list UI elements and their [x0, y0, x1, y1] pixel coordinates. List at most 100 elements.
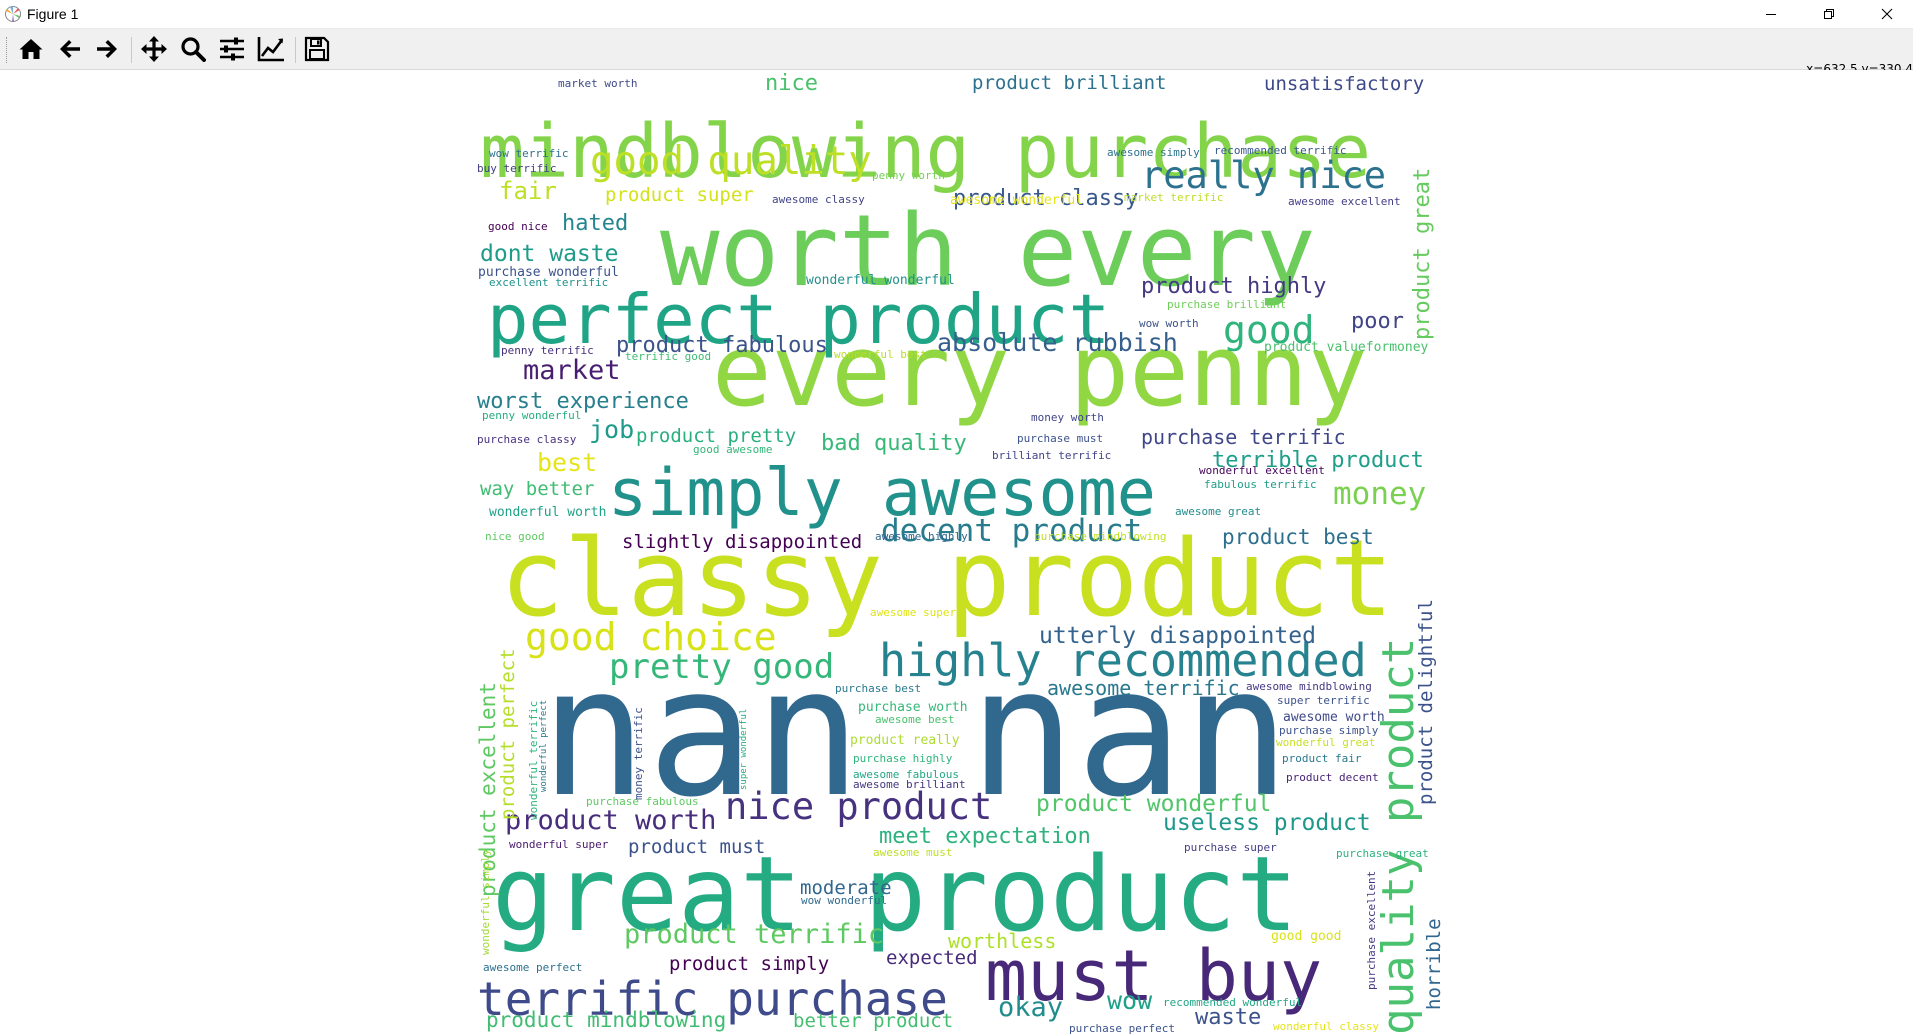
cloud-word: worst experience: [477, 389, 689, 414]
cloud-word: product fair: [1282, 752, 1362, 765]
cloud-word: classy product: [500, 517, 1393, 640]
cloud-word: money: [1333, 476, 1426, 512]
cloud-word: wonderful terrific: [527, 701, 540, 820]
cloud-word: wonderful wonderful: [806, 273, 955, 288]
matplotlib-logo-icon: [5, 6, 21, 22]
cloud-word: awesome classy: [772, 193, 865, 206]
cloud-word: money terrific: [632, 707, 645, 800]
cloud-word: purchase classy: [477, 433, 577, 446]
cloud-word: wonderful best: [834, 348, 927, 361]
subplots-button[interactable]: [215, 33, 249, 65]
window-title: Figure 1: [27, 6, 79, 22]
cloud-word: job: [589, 415, 634, 444]
cloud-word: fair: [499, 177, 557, 205]
cloud-word: product great: [1410, 168, 1435, 340]
cloud-word: purchase terrific: [1141, 425, 1346, 449]
cloud-word: awesome fabulous: [853, 768, 959, 781]
cloud-word: nice good: [485, 530, 545, 543]
figure-canvas[interactable]: nan nan classy product great product every …: [0, 70, 1913, 1034]
toolbar-grip: [6, 37, 9, 63]
cloud-word: purchase brilliant: [1167, 298, 1286, 311]
cloud-word: quality product: [1373, 638, 1424, 1034]
home-button[interactable]: [14, 33, 48, 65]
cloud-word: product perfect: [497, 648, 519, 820]
axes-edit-button[interactable]: [254, 33, 288, 65]
cloud-word: awesome great: [1175, 505, 1261, 518]
cloud-word: okay: [998, 992, 1063, 1023]
title-bar: Figure 1: [0, 0, 1913, 29]
cloud-word: good: [1223, 308, 1315, 352]
cloud-word: market: [523, 355, 621, 386]
cloud-word: awesome best: [875, 713, 954, 726]
cloud-word: penny worth: [872, 169, 945, 182]
cloud-word: product super: [605, 184, 754, 206]
cloud-word: dont waste: [480, 241, 618, 267]
save-button[interactable]: [300, 33, 334, 65]
cloud-word: market worth: [558, 77, 637, 90]
cloud-word: best: [537, 448, 597, 477]
cloud-word: product delightful: [1415, 599, 1437, 805]
cloud-word: terrible product: [1212, 448, 1424, 473]
cloud-word: recommended terrific: [1214, 144, 1346, 157]
cloud-word: waste: [1195, 1005, 1261, 1030]
restore-icon: [1824, 9, 1834, 19]
cloud-word: purchase great: [1336, 847, 1429, 860]
cloud-word: product pretty: [636, 425, 796, 447]
cloud-word: awesome perfect: [483, 961, 582, 974]
cloud-word: mindblowing purchase: [480, 109, 1371, 195]
zoom-button[interactable]: [176, 33, 210, 65]
cloud-word: awesome worth: [1283, 710, 1385, 725]
restore-button[interactable]: [1803, 0, 1855, 28]
cloud-word: utterly disappointed: [1039, 623, 1316, 649]
cloud-word: wow wonderful: [801, 894, 887, 907]
cloud-word: product really: [850, 733, 960, 748]
cloud-word: wonderful perfect: [539, 700, 549, 792]
cloud-word: wonderful worth: [489, 505, 606, 520]
cloud-word: purchase highly: [853, 752, 953, 765]
cloud-word: purchase must: [1017, 432, 1103, 445]
cloud-word: product classy: [953, 186, 1138, 211]
cloud-word: highly recommended: [879, 634, 1367, 687]
cloud-word: way better: [480, 478, 594, 500]
cloud-word: good choice: [525, 615, 777, 659]
cloud-word: penny terrific: [501, 344, 594, 357]
cloud-word: slightly disappointed: [622, 531, 862, 553]
cloud-word: awesome excellent: [1288, 195, 1401, 208]
close-icon: [1881, 8, 1893, 20]
cloud-word: awesome super: [870, 606, 956, 619]
cloud-word: purchase simply: [1279, 724, 1379, 737]
cloud-word: useless product: [1163, 810, 1371, 836]
cloud-word: wonderful great: [1276, 736, 1375, 749]
cloud-word: nice product: [725, 785, 992, 828]
pan-button[interactable]: [137, 33, 171, 65]
move-icon: [141, 36, 167, 62]
chart-line-icon: [257, 37, 284, 62]
cloud-word: simply awesome: [608, 456, 1156, 531]
minimize-button[interactable]: [1745, 0, 1797, 28]
cloud-word: purchase super: [1184, 841, 1277, 854]
cloud-word: super terrific: [1277, 694, 1370, 707]
floppy-disk-icon: [304, 36, 330, 62]
cloud-word: product best: [1222, 525, 1374, 549]
cloud-word: perfect product: [487, 280, 1110, 360]
cloud-word: wow: [1107, 986, 1153, 1015]
cloud-word: pretty good: [609, 647, 834, 687]
cloud-word: good nice: [488, 220, 548, 233]
back-button[interactable]: [53, 33, 87, 65]
forward-button[interactable]: [90, 33, 124, 65]
cloud-word: nice: [765, 71, 818, 96]
cloud-word: awesome wonderful: [950, 193, 1083, 208]
cloud-word: hated: [562, 211, 628, 236]
cloud-word: good quality: [590, 139, 872, 184]
cloud-word: terrific good: [625, 350, 711, 363]
cloud-word: purchase wonderful: [478, 265, 619, 280]
cloud-word: product valueformoney: [1264, 340, 1429, 355]
close-button[interactable]: [1861, 0, 1913, 28]
cloud-word: nan nan: [540, 629, 1290, 836]
cloud-word: product highly: [1141, 274, 1326, 299]
cloud-word: awesome must: [873, 846, 952, 859]
cloud-word: market terrific: [1124, 191, 1223, 204]
arrow-left-icon: [60, 40, 80, 58]
cloud-word: worth every: [660, 194, 1316, 309]
